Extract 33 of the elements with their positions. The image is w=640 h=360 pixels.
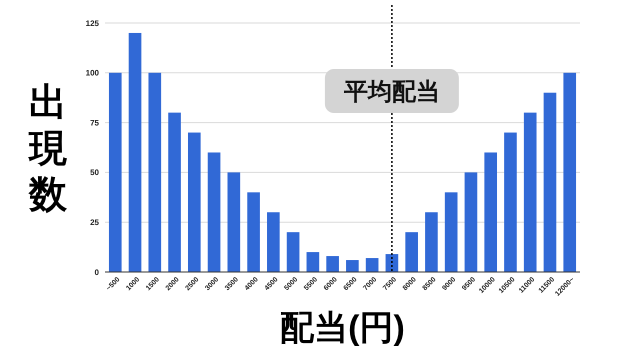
y-tick-label: 100 bbox=[86, 68, 100, 78]
bar bbox=[366, 258, 378, 272]
y-tick-label: 75 bbox=[90, 118, 100, 128]
bar bbox=[286, 232, 300, 272]
bar bbox=[326, 256, 339, 272]
bar bbox=[108, 72, 122, 272]
bar bbox=[188, 132, 201, 272]
bar bbox=[247, 192, 260, 272]
bar bbox=[208, 152, 220, 272]
ref-line-label: 平均配当 bbox=[342, 78, 440, 106]
x-axis-title: 配当(円) bbox=[280, 308, 405, 347]
bar bbox=[405, 232, 418, 272]
bar bbox=[128, 32, 142, 272]
bar bbox=[444, 192, 458, 272]
bar bbox=[544, 92, 556, 272]
y-tick-label: 50 bbox=[90, 168, 100, 178]
bar bbox=[228, 172, 240, 272]
bar bbox=[425, 212, 438, 272]
bar bbox=[504, 132, 517, 272]
y-tick-label: 25 bbox=[90, 218, 100, 227]
y-tick-label: 0 bbox=[94, 268, 100, 277]
bar bbox=[563, 72, 576, 272]
bar bbox=[346, 260, 359, 272]
bar bbox=[267, 212, 280, 272]
y-tick-label: 125 bbox=[86, 18, 100, 28]
y-axis-title: 出現数 bbox=[27, 82, 68, 216]
bar bbox=[484, 152, 498, 272]
bar bbox=[148, 72, 162, 272]
bar bbox=[464, 172, 478, 272]
bar bbox=[306, 252, 320, 272]
bar bbox=[386, 254, 398, 272]
bar bbox=[524, 112, 537, 272]
bar bbox=[168, 112, 181, 272]
